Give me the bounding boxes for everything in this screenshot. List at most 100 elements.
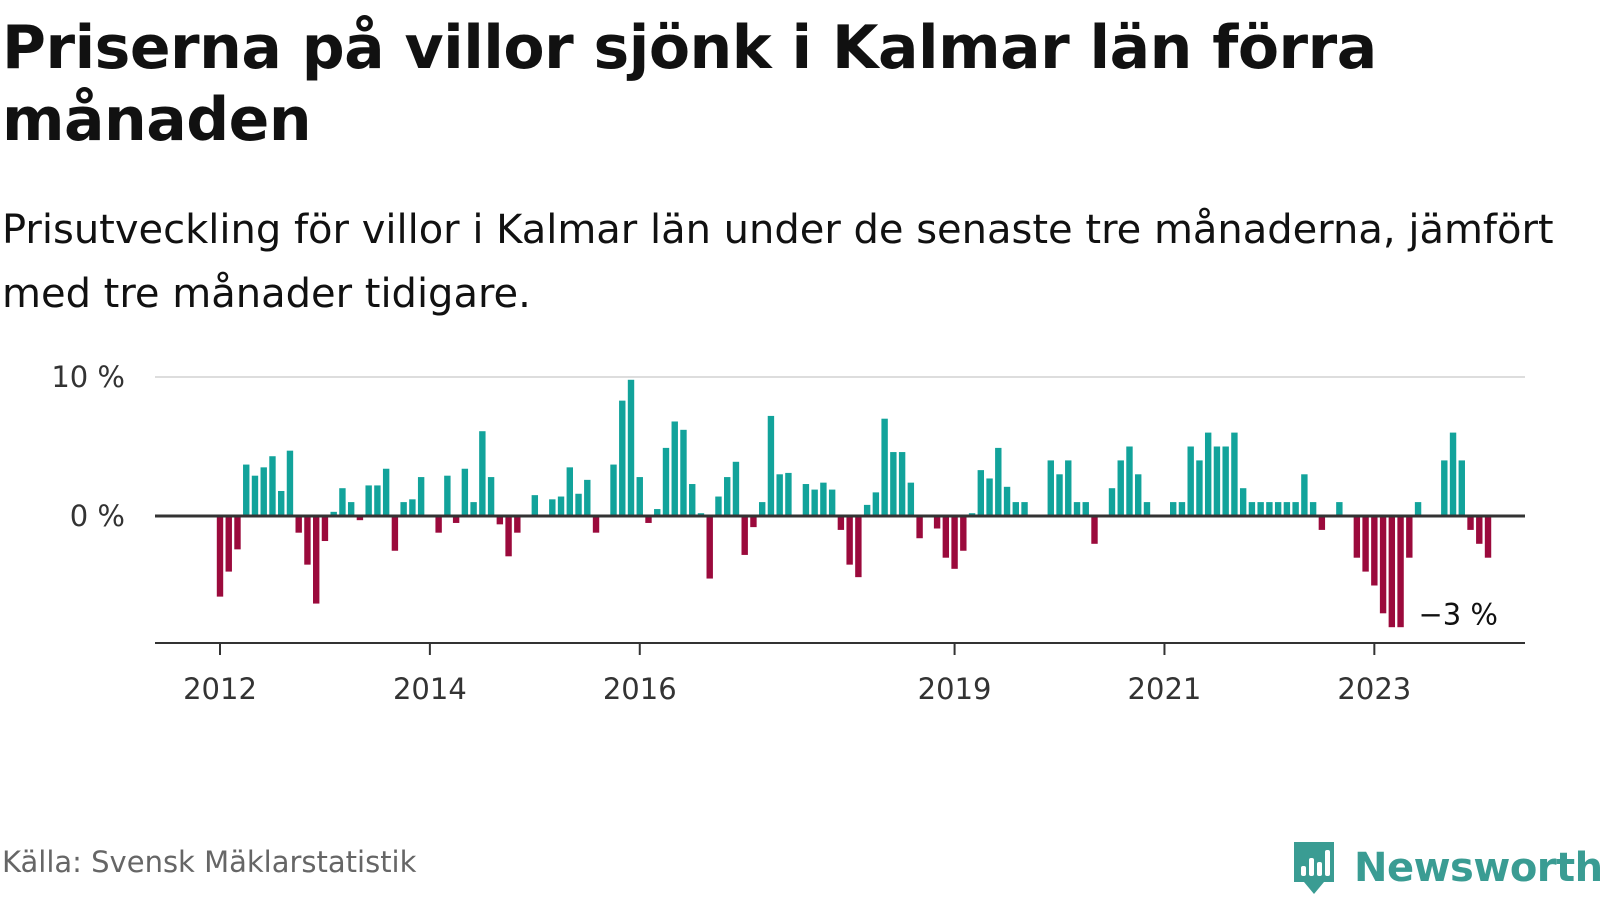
bar-2018-05 [881,418,888,516]
bar-2015-08 [592,516,600,533]
bar-2015-12 [627,379,635,516]
bar-2019-05 [986,478,993,516]
bar-2016-04 [662,447,670,516]
bar-2012-05 [251,475,259,516]
bar-2012-09 [286,450,294,516]
bar-2014-04 [452,516,460,523]
bar-2022-07 [1318,516,1326,530]
x-tick-label: 2012 [183,672,257,706]
bar-2016-06 [680,429,687,516]
bar-2023-05 [1406,516,1413,558]
bar-undefined [1467,516,1474,530]
bar-2015-01 [531,495,539,516]
bar-2019-04 [977,470,985,516]
bar-2013-10 [400,502,407,516]
bar-2013-06 [365,485,372,516]
bar-2019-12 [1047,460,1054,516]
bar-2022-01 [1266,502,1273,516]
bar-2018-07 [898,452,906,516]
bar-2017-01 [741,516,748,555]
bar-2018-03 [863,504,871,516]
label-layer: 0 % 10 % 2012 2014 2016 2019 2021 2023 −3 % [51,360,1498,706]
bar-2020-08 [1117,460,1124,516]
bar-chart: 0 % 10 % 2012 2014 2016 2019 2021 2023 −3 % [51,360,1525,706]
bar-2023-06 [1414,502,1422,516]
bar-2018-09 [916,516,923,539]
bar-2014-10 [505,516,512,557]
bar-2021-09 [1231,432,1238,516]
bar-2012-04 [243,464,250,516]
bar-2022-05 [1301,474,1308,516]
bar-2017-10 [820,482,827,516]
bar-2020-11 [1143,502,1151,516]
bar-2023-01 [1371,516,1378,586]
bar-2022-02 [1274,502,1282,516]
bar-2019-01 [951,516,958,569]
bar-2021-07 [1213,446,1221,516]
bar-2021-10 [1239,488,1247,516]
bar-2014-07 [479,431,486,516]
bar-2021-11 [1248,502,1256,516]
bar-2018-04 [872,492,880,516]
bar-2017-08 [802,484,810,516]
bar-2012-12 [313,516,320,604]
bar-2023-04 [1397,516,1404,628]
bar-2017-12 [837,516,845,530]
bar-2022-06 [1309,502,1317,516]
bar-2017-05 [776,474,783,516]
bar-2021-03 [1178,502,1186,516]
bar-2019-08 [1012,502,1019,516]
y-tick-label: 10 % [51,360,125,394]
bar-2014-09 [496,516,504,525]
bar-layer [216,379,1492,628]
bar-2012-10 [295,516,302,533]
bar-2019-06 [995,447,1002,516]
bar-2020-04 [1082,502,1089,516]
bar-2013-11 [409,499,416,516]
bar-2016-05 [671,421,678,516]
bar-undefined [1484,516,1492,558]
bar-2022-04 [1292,502,1299,516]
bar-2015-05 [566,467,573,516]
bar-2019-09 [1021,502,1028,516]
bar-2014-08 [487,477,495,516]
bar-2021-05 [1196,460,1203,516]
bar-2021-02 [1170,502,1177,516]
bar-2015-11 [619,400,626,516]
x-tick-label: 2021 [1128,672,1202,706]
axis-layer [155,514,1525,655]
bar-2012-08 [278,490,285,516]
newsworthy-chart-icon [1294,842,1334,894]
bar-2018-12 [942,516,950,558]
bar-2017-06 [785,472,792,516]
bar-2013-04 [347,502,355,516]
bar-2014-05 [461,468,469,516]
bar-2021-04 [1187,446,1194,516]
bar-2021-12 [1257,502,1264,516]
bar-2023-03 [1388,516,1396,628]
bar-2018-11 [933,516,941,529]
x-tick-label: 2023 [1337,672,1411,706]
bar-2013-09 [391,516,399,551]
bar-2023-02 [1379,516,1387,614]
bar-2013-02 [330,511,337,516]
bar-2014-11 [514,516,521,533]
x-tick-label: 2019 [918,672,992,706]
bar-2013-05 [356,516,364,521]
chart-subtitle: Prisutveckling för villor i Kalmar län u… [2,207,1554,317]
bar-2017-11 [828,489,836,516]
bar-2022-12 [1362,516,1369,572]
bar-2015-07 [584,479,591,516]
source-note: Källa: Svensk Mäklarstatistik [2,845,417,879]
bar-2020-01 [1056,474,1063,516]
brand-logo[interactable]: Newsworthy [1290,838,1600,898]
bar-2012-07 [269,456,276,516]
bar-2020-05 [1091,516,1098,544]
x-tick-label: 2016 [603,672,677,706]
bar-2013-03 [339,488,346,516]
bar-2013-12 [417,477,425,516]
bar-2020-10 [1135,474,1142,516]
bar-2020-02 [1065,460,1072,516]
bar-2016-02 [645,516,652,523]
bar-2022-11 [1353,516,1361,558]
